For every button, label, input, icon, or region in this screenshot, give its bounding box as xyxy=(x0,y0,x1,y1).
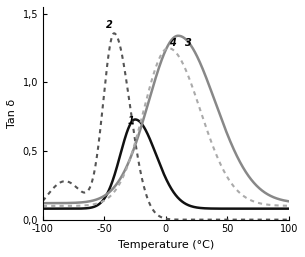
Text: 3: 3 xyxy=(185,38,191,48)
Text: 2: 2 xyxy=(106,20,113,30)
Text: 4: 4 xyxy=(169,38,175,48)
X-axis label: Temperature (°C): Temperature (°C) xyxy=(118,240,214,250)
Text: 1: 1 xyxy=(128,116,135,126)
Y-axis label: Tan δ: Tan δ xyxy=(7,99,17,128)
